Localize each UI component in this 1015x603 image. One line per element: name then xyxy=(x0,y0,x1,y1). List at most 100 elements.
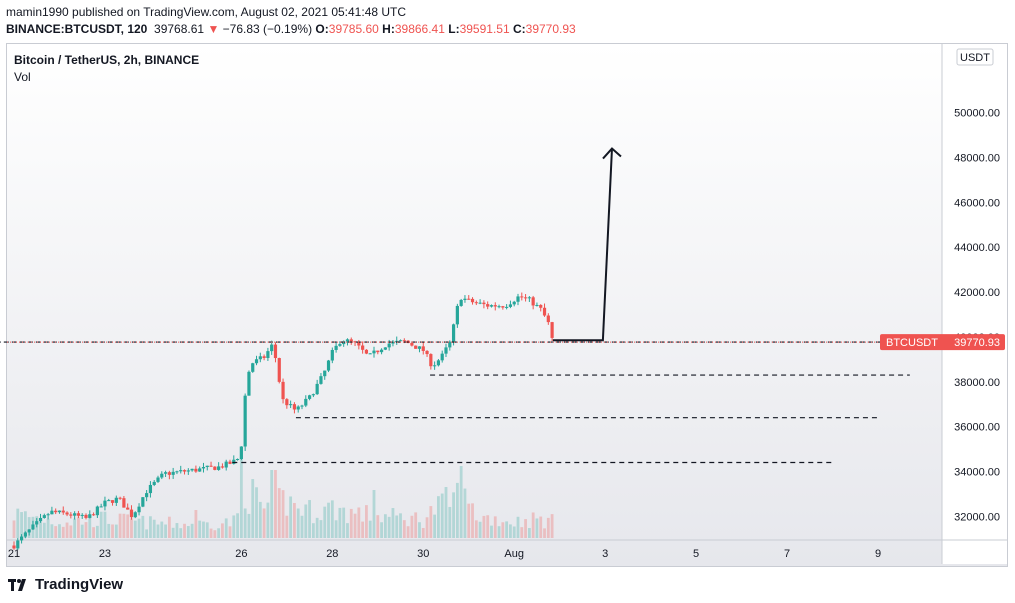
high-value: 39866.41 xyxy=(394,22,445,36)
y-tick-label: 36000.00 xyxy=(954,422,1000,434)
candle-body xyxy=(118,497,122,499)
candle-body xyxy=(190,468,194,471)
y-tick-label: 34000.00 xyxy=(954,467,1000,479)
volume-bar xyxy=(145,529,149,538)
candle-body xyxy=(46,514,50,516)
volume-bar xyxy=(243,508,247,538)
volume-bar xyxy=(520,527,524,538)
candle-body xyxy=(527,297,531,299)
down-arrow-icon: ▼ xyxy=(207,22,220,36)
candle-body xyxy=(395,340,399,342)
volume-bar xyxy=(380,522,383,538)
candle-body xyxy=(163,472,168,474)
volume-bar xyxy=(80,524,84,538)
candle-body xyxy=(474,302,478,304)
volume-bar xyxy=(122,513,126,538)
tradingview-logo[interactable]: TradingView xyxy=(8,576,123,593)
volume-bar xyxy=(12,520,16,538)
candle-body xyxy=(429,354,433,367)
candle-body xyxy=(262,356,266,359)
candle-body xyxy=(80,514,84,516)
candle-body xyxy=(141,497,145,507)
volume-bar xyxy=(372,490,376,538)
candle-body xyxy=(171,471,175,475)
currency-label: USDT xyxy=(960,52,990,64)
candle-body xyxy=(444,347,448,354)
volume-bar xyxy=(27,517,31,538)
candle-body xyxy=(326,360,331,371)
candle-body xyxy=(103,500,107,507)
volume-bar xyxy=(255,487,258,538)
volume-bar xyxy=(103,511,107,538)
volume-bar xyxy=(467,503,471,538)
volume-bar xyxy=(304,504,308,538)
candle-body xyxy=(334,345,338,350)
volume-bar xyxy=(39,521,42,538)
candle-body xyxy=(273,344,278,359)
volume-bar xyxy=(535,518,539,538)
volume-bar xyxy=(531,512,535,538)
volume-bar xyxy=(493,516,497,538)
volume-bar xyxy=(23,511,27,538)
low-label: L: xyxy=(448,22,460,36)
volume-bar xyxy=(209,528,213,538)
volume-bar xyxy=(497,526,501,538)
y-tick-label: 46000.00 xyxy=(954,197,1000,209)
volume-bar xyxy=(152,519,156,538)
candle-body xyxy=(201,467,206,469)
volume-bar xyxy=(376,515,380,538)
volume-bar xyxy=(190,523,194,538)
candle-body xyxy=(31,524,35,530)
volume-bar xyxy=(527,528,531,538)
volume-bar xyxy=(133,520,137,538)
volume-bar xyxy=(353,513,357,538)
volume-bar xyxy=(156,524,160,538)
volume-bar xyxy=(92,527,95,538)
candle-body xyxy=(91,514,96,516)
volume-bar xyxy=(444,487,448,538)
volume-bar xyxy=(69,525,73,538)
candle-body xyxy=(224,461,228,468)
x-tick-label: 30 xyxy=(417,548,429,560)
chart-title: Bitcoin / TetherUS, 2h, BINANCE xyxy=(14,53,200,67)
candle-body xyxy=(217,466,221,470)
volume-bar xyxy=(459,466,463,538)
change-value: −76.83 (−0.19%) xyxy=(222,22,313,36)
candle-body xyxy=(417,346,422,349)
volume-bar xyxy=(516,516,520,538)
candle-body xyxy=(137,506,141,513)
volume-bar xyxy=(77,517,80,538)
candle-body xyxy=(122,498,126,508)
close-value: 39770.93 xyxy=(525,22,576,36)
candle-body xyxy=(258,356,262,360)
candle-body xyxy=(133,512,137,518)
candle-body xyxy=(239,446,243,459)
x-tick-label: 9 xyxy=(875,548,881,560)
volume-bar xyxy=(338,507,342,538)
candle-body xyxy=(289,404,293,406)
volume-bar xyxy=(300,515,304,538)
candle-body xyxy=(459,299,463,306)
candle-body xyxy=(285,399,289,406)
candle-body xyxy=(232,459,236,464)
candle-body xyxy=(27,529,31,533)
volume-bar xyxy=(399,513,402,538)
volume-bar xyxy=(95,525,99,538)
candle-body xyxy=(19,536,24,541)
volume-bar xyxy=(281,490,285,538)
candle-body xyxy=(175,471,179,473)
x-tick-label: 21 xyxy=(8,548,20,560)
candle-body xyxy=(535,304,539,306)
volume-bar xyxy=(99,511,103,538)
volume-bar xyxy=(429,506,433,538)
candle-body xyxy=(402,340,406,342)
x-tick-label: 7 xyxy=(784,548,790,560)
candle-body xyxy=(167,472,171,475)
tradingview-logo-icon xyxy=(8,579,26,591)
candle-body xyxy=(478,302,482,304)
candle-body xyxy=(95,506,99,516)
volume-bar xyxy=(258,501,262,538)
candle-body xyxy=(251,363,255,372)
volume-bar xyxy=(262,508,266,538)
